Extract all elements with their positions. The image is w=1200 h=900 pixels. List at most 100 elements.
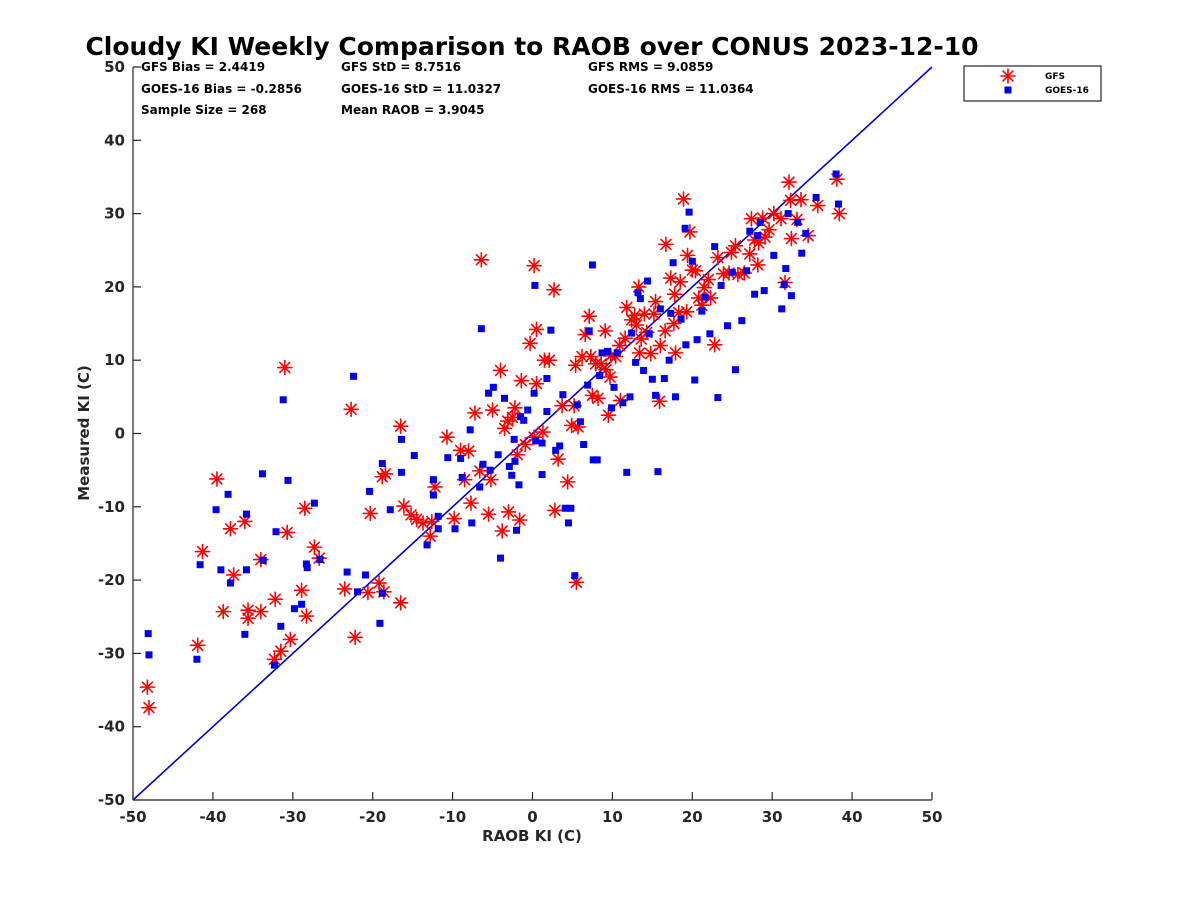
goes16-point [362,571,370,579]
goes16-point [196,561,204,569]
goes16-point [517,413,525,421]
gfs-point [710,249,726,266]
goes16-point [644,277,652,285]
gfs-point [483,471,499,488]
goes16-point [258,470,266,478]
goes16-point [466,426,474,434]
goes16-point [798,249,806,257]
goes16-point [477,325,485,333]
gfs-point [546,282,562,298]
goes16-point [717,281,725,289]
goes16-point [782,265,790,273]
x-tick-label: 0 [527,808,537,826]
goes16-point [626,393,634,401]
legend: GFS GOES-16 [963,65,1102,102]
goes16-point [723,322,731,330]
gfs-std-stat: GFS StD = 8.7516 [341,60,461,74]
goes16-point [284,476,292,484]
gfs-point [484,402,501,418]
gfs-point [567,357,584,374]
x-axis-ticks: -50 -40 -30 -20 -10 0 10 20 30 40 50 [119,792,942,826]
gfs-point [215,603,232,620]
goes16-point [538,471,546,479]
gfs-point [279,524,296,541]
goes16-point [423,541,431,549]
gfs-point [781,174,797,190]
goes16-point [738,317,746,325]
gfs-point [657,323,673,339]
goes16-point [564,519,572,527]
goes16-point [672,393,680,401]
goes16-point [778,305,786,313]
goes16-point [489,383,497,391]
gfs-point [494,523,510,539]
gfs-point [559,474,576,490]
goes16-point [634,289,642,297]
y-tick-label: 0 [115,425,125,443]
gfs-point [273,643,289,660]
goes16-point [434,512,442,520]
gfs-point [541,352,558,369]
gfs-point [513,372,530,389]
x-tick-label: -50 [119,808,146,826]
y-tick-label: 30 [104,205,125,223]
gfs-point [507,400,523,416]
gfs-point [277,359,293,376]
goes16-point [538,439,546,447]
gfs-point [511,512,528,528]
goes16-point [451,525,459,533]
goes16-point [279,396,287,404]
y-axis-label: Measured KI (C) [75,365,93,501]
gfs-point [522,335,538,352]
goes16-point [632,358,640,366]
reference-line-layer [132,66,933,801]
goes16-point [212,506,220,514]
goes16-point [242,510,250,518]
goes16-point [580,440,588,448]
goes16-point [636,295,644,303]
goes16-point [524,406,532,414]
goes16-point [652,391,660,399]
goes16-point [532,437,540,445]
goes16-point [543,375,551,383]
gfs-point [550,451,566,467]
goes16-point [343,568,351,576]
goes16-point [457,454,465,462]
goes16-point [378,589,386,597]
goes16-point [701,293,709,301]
goes16-point [316,556,324,564]
gfs-point [628,317,645,333]
goes16-point [511,457,519,465]
goes16-point [677,315,685,323]
gfs-point [535,424,551,440]
goes16-point [543,408,551,416]
gfs-point [463,495,479,511]
goes16-point [619,399,627,407]
legend-gfs-asterisk [1000,68,1016,84]
goes16-point [596,372,604,380]
legend-goes16-label: GOES-16 [1045,86,1089,96]
gfs-point [642,345,659,362]
gfs-point [678,304,695,320]
gfs-point [793,191,809,208]
goes16-point [376,619,384,627]
goes16-point [508,471,516,479]
goes16-point [751,290,759,298]
gfs-point [446,510,462,527]
x-tick-label: 10 [602,808,623,826]
goes16-point [366,487,374,495]
goes16-point [802,229,810,237]
y-tick-label: -10 [98,498,125,516]
y-tick-label: -30 [98,644,125,662]
goes16-point [728,268,736,276]
goes16-rms-stat: GOES-16 RMS = 11.0364 [588,82,754,96]
goes16-point [770,251,778,259]
gfs-point [590,390,606,407]
goes16-point [576,418,584,426]
goes16-point [613,349,621,357]
gfs-point [727,238,744,254]
goes16-point [145,651,153,659]
goes16-point [706,330,714,338]
gfs-point [282,631,299,648]
